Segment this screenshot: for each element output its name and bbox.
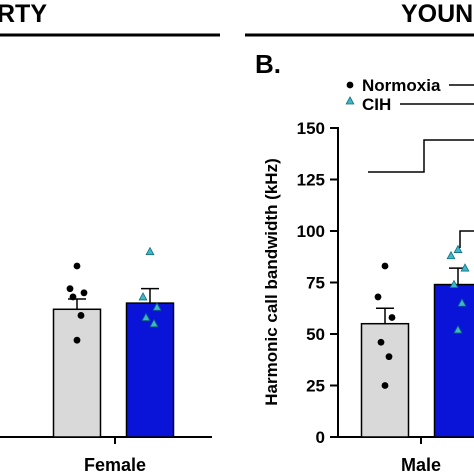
panel-b-point-cih bbox=[457, 298, 467, 307]
panel-b-bar-normoxia bbox=[360, 322, 410, 438]
panel-a-category-label: Female bbox=[84, 455, 146, 474]
legend-label-cih: CIH bbox=[362, 95, 391, 114]
header-right: YOUN bbox=[401, 0, 473, 28]
panel-b-plot: 0 25 50 75 100 125 150 Male bbox=[297, 119, 474, 474]
legend-marker-cih bbox=[345, 96, 355, 105]
panel-a-plot: Female bbox=[0, 246, 212, 474]
panel-b-y-tick-label: 100 bbox=[297, 222, 325, 241]
panel-b-y-tick-label: 125 bbox=[297, 171, 325, 190]
panel-a-point-cih bbox=[138, 292, 148, 301]
panel-b-y-tick-label: 75 bbox=[306, 274, 325, 293]
panel-a-point-cih bbox=[149, 318, 159, 328]
panel-b-y-tick-label: 0 bbox=[316, 428, 325, 447]
panel-b-label: B. bbox=[255, 49, 281, 79]
panel-b-point-cih bbox=[449, 279, 459, 288]
panel-b-point-normoxia bbox=[385, 353, 393, 361]
panel-a-point-normoxia bbox=[77, 312, 85, 319]
significance-bracket-lower bbox=[459, 230, 474, 248]
panel-b-point-cih bbox=[453, 325, 463, 334]
panel-a-point-cih bbox=[152, 302, 162, 311]
panel-a-bar-cih bbox=[125, 302, 175, 438]
panel-a-point-cih bbox=[145, 246, 155, 255]
panel-a-point-cih bbox=[141, 312, 151, 321]
panel-b-point-normoxia bbox=[374, 293, 382, 301]
significance-brackets bbox=[368, 139, 474, 248]
panel-a-point-normoxia bbox=[73, 336, 81, 344]
panel-a-point-normoxia bbox=[73, 262, 81, 270]
panel-b-point-cih bbox=[453, 244, 463, 253]
panel-b-point-normoxia bbox=[377, 338, 385, 346]
panel-a-point-normoxia bbox=[80, 289, 88, 297]
panel-b-point-normoxia bbox=[381, 382, 389, 389]
panel-b-category-label: Male bbox=[401, 455, 441, 474]
panel-a-bar-normoxia bbox=[52, 308, 102, 438]
panel-b-y-tick-label: 25 bbox=[306, 377, 325, 396]
panel-b-point-cih bbox=[446, 250, 456, 260]
header-left: RTY bbox=[0, 0, 47, 28]
panel-b-y-tick-label: 50 bbox=[306, 325, 325, 344]
legend-label-normoxia: Normoxia bbox=[362, 76, 441, 95]
panel-a-point-normoxia bbox=[69, 293, 77, 301]
panel-b-point-normoxia bbox=[388, 314, 396, 321]
significance-bracket-upper bbox=[368, 139, 474, 173]
panel-a-point-normoxia bbox=[66, 285, 74, 293]
panel-b-y-tick-label: 150 bbox=[297, 119, 325, 138]
panel-b-point-normoxia bbox=[381, 262, 389, 270]
panel-b-bar-cih bbox=[433, 283, 474, 438]
legend-marker-normoxia bbox=[346, 81, 354, 89]
panel-b-point-cih bbox=[460, 263, 470, 272]
y-axis-label: Harmonic call bandwidth (kHz) bbox=[262, 158, 281, 405]
